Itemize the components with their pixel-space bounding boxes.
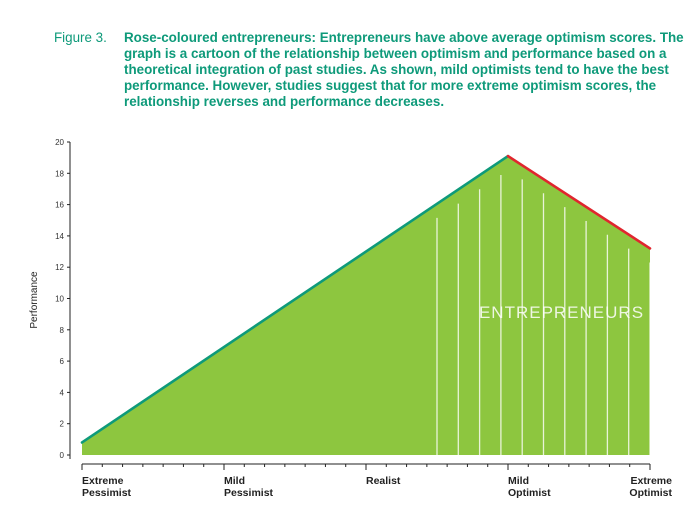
y-tick-label: 12: [55, 263, 64, 272]
x-category-label: Extreme Optimist: [629, 475, 672, 499]
falling-performance-line: [506, 154, 652, 250]
figure-caption-text: Rose-coloured entrepreneurs: Entrepreneu…: [124, 30, 684, 109]
rising-performance-line: [80, 154, 510, 444]
y-tick-label: 18: [55, 169, 64, 178]
y-tick-label: 2: [60, 420, 65, 429]
y-tick-label: 16: [55, 201, 64, 210]
y-axis-label: Performance: [29, 271, 40, 329]
x-category-label: Mild Pessimist: [224, 475, 274, 499]
y-tick-label: 4: [60, 388, 65, 397]
x-category-label: Extreme Pessimist: [82, 475, 132, 499]
y-tick-label: 6: [60, 357, 65, 366]
y-tick-label: 8: [60, 326, 65, 335]
x-category-label: Realist: [366, 475, 401, 487]
y-tick-label: 10: [55, 295, 64, 304]
performance-area: [82, 156, 650, 455]
x-category-label: Mild Optimist: [508, 475, 551, 499]
y-tick-label: 14: [55, 232, 64, 241]
y-tick-label: 20: [55, 138, 64, 147]
entrepreneurs-annotation: ENTREPRENEURS: [479, 303, 644, 322]
figure-number: Figure 3.: [54, 30, 107, 45]
y-tick-label: 0: [60, 451, 65, 460]
